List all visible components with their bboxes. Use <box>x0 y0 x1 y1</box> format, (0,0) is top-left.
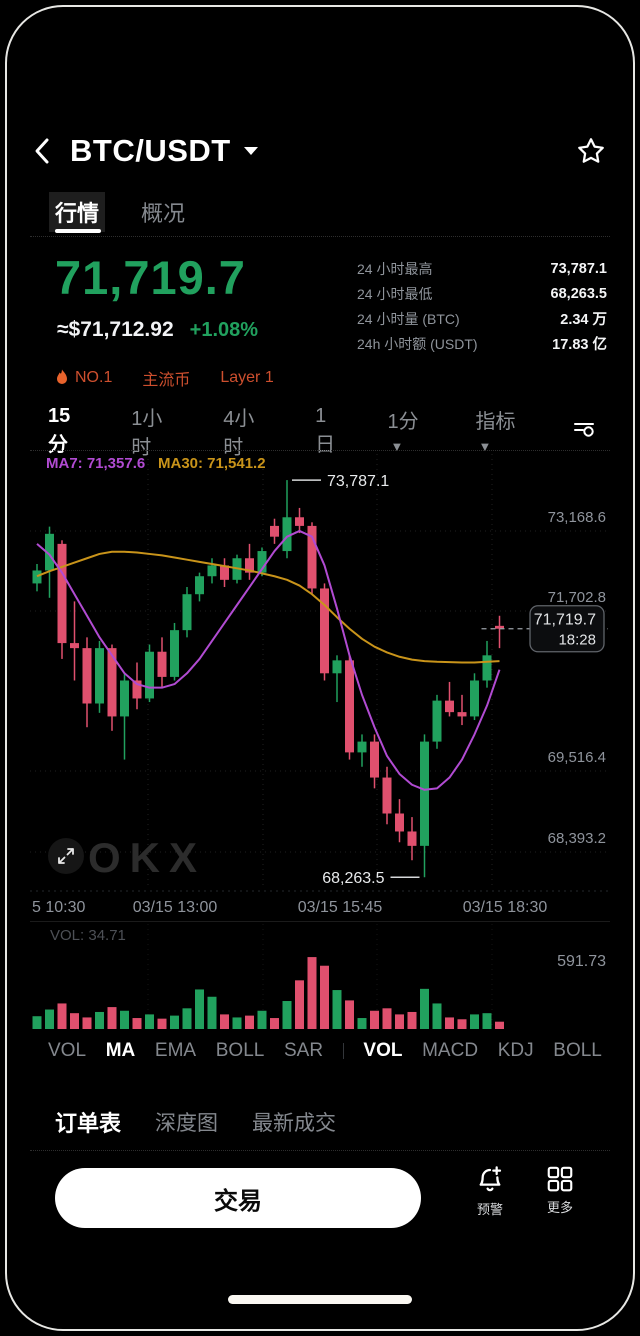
pair-title[interactable]: BTC/USDT <box>70 133 231 168</box>
indicator-tab-ma-1[interactable]: MA <box>105 1040 136 1061</box>
volume-canvas: VOL: 34.71 591.73 <box>32 924 606 1029</box>
stat-value: 73,787.1 <box>550 260 607 277</box>
order-tabs-separator <box>30 1150 610 1151</box>
timeframe-tab-2[interactable]: 4小时 <box>223 408 255 459</box>
stat-label: 24 小时量 (BTC) <box>357 310 460 327</box>
favorite-button[interactable] <box>576 136 606 166</box>
pair-dropdown[interactable] <box>243 146 259 156</box>
svg-text:73,168.6: 73,168.6 <box>548 509 606 526</box>
flame-icon <box>57 369 67 384</box>
tab-0[interactable]: 行情 <box>49 192 106 232</box>
back-chevron-icon <box>35 138 49 164</box>
fiat-price: ≈$71,712.92 <box>57 318 174 341</box>
svg-text:VOL: 34.71: VOL: 34.71 <box>50 927 126 944</box>
stat-value: 17.83 亿 <box>552 337 607 353</box>
timeframe-separator <box>30 450 610 451</box>
chevron-down-icon <box>243 147 258 155</box>
indicator-tab-boll-3[interactable]: BOLL <box>215 1040 265 1061</box>
last-price: 71,719.7 <box>55 251 246 304</box>
svg-text:18:28: 18:28 <box>558 632 596 649</box>
expand-icon <box>58 848 74 864</box>
svg-text:5 10:30: 5 10:30 <box>32 899 85 916</box>
trade-button[interactable]: 交易 <box>55 1168 421 1228</box>
stat-value: 2.34 万 <box>560 312 607 328</box>
layer-badge[interactable]: Layer 1 <box>220 369 274 386</box>
indicator-tab-kdj-8[interactable]: KDJ <box>497 1040 534 1061</box>
indicator-settings-icon <box>574 422 595 437</box>
svg-text:69,516.4: 69,516.4 <box>548 749 606 766</box>
order-tabs: 订单表 深度图 最新成交 <box>55 1106 336 1138</box>
stat-row-3: 24h 小时额 (USDT) 17.83 亿 <box>357 331 607 356</box>
stat-label: 24h 小时额 (USDT) <box>357 335 478 352</box>
header: BTC/USDT <box>34 128 606 174</box>
star-icon <box>578 138 604 163</box>
svg-text:03/15 13:00: 03/15 13:00 <box>133 899 218 916</box>
svg-text:591.73: 591.73 <box>557 953 606 970</box>
stat-row-0: 24 小时最高 73,787.1 <box>357 256 607 281</box>
indicator-tab-macd-7[interactable]: MACD <box>422 1040 479 1061</box>
sub-price-row: ≈$71,712.92 +1.08% <box>57 318 258 342</box>
stat-label: 24 小时最高 <box>357 260 433 277</box>
svg-text:73,787.1: 73,787.1 <box>327 473 389 490</box>
more-button[interactable]: 更多 <box>529 1164 591 1216</box>
indicator-tab-vol-6[interactable]: VOL <box>363 1040 403 1061</box>
rank-badge[interactable]: NO.1 <box>55 369 112 387</box>
chart-settings-button[interactable] <box>572 417 596 446</box>
badge-row: NO.1 主流币 Layer 1 <box>55 366 274 390</box>
svg-text:MA7: 71,357.6: MA7: 71,357.6 <box>46 455 145 472</box>
svg-text:68,393.2: 68,393.2 <box>548 830 606 847</box>
tab-1[interactable]: 概况 <box>141 201 186 226</box>
indicator-tab-vol-0[interactable]: VOL <box>48 1040 87 1061</box>
top-tabs: 行情 概况 <box>49 192 187 232</box>
indicator-tab-ema-2[interactable]: EMA <box>154 1040 197 1061</box>
order-tab-1[interactable]: 深度图 <box>155 1112 219 1135</box>
category-badge[interactable]: 主流币 <box>142 372 191 389</box>
stat-label: 24 小时最低 <box>357 285 433 302</box>
candlestick-chart[interactable]: 73,168.6 71,702.8 69,516.4 68,393.2 MA7: 71,… <box>30 452 610 922</box>
indicator-divider <box>342 1043 344 1059</box>
active-tab-underline <box>55 229 101 233</box>
okx-watermark: OKX <box>88 834 207 881</box>
stat-row-2: 24 小时量 (BTC) 2.34 万 <box>357 306 607 331</box>
stats-panel: 24 小时最高 73,787.1 24 小时最低 68,263.5 24 小时量 (BT… <box>357 256 607 356</box>
back-button[interactable] <box>34 134 64 168</box>
order-tab-0[interactable]: 订单表 <box>55 1111 122 1136</box>
home-indicator <box>228 1295 412 1304</box>
timeframe-row: 15分 1小时 4小时 1日 1分▼ 指标▼ <box>48 405 596 459</box>
tabs-separator <box>30 236 610 237</box>
indicator-tab-boll-9[interactable]: BOLL <box>553 1040 602 1061</box>
stat-row-1: 24 小时最低 68,263.5 <box>357 281 607 306</box>
timeframe-tab-1[interactable]: 1小时 <box>131 408 163 459</box>
indicator-tab-sar-4[interactable]: SAR <box>284 1040 324 1061</box>
svg-text:71,719.7: 71,719.7 <box>534 612 596 629</box>
chart-separator <box>30 921 610 922</box>
svg-text:71,702.8: 71,702.8 <box>548 589 606 606</box>
order-tab-2[interactable]: 最新成交 <box>252 1112 337 1135</box>
alert-button[interactable]: 预警 <box>459 1164 521 1218</box>
svg-text:03/15 18:30: 03/15 18:30 <box>463 899 548 916</box>
indicator-row: VOL MA EMA BOLL SAR VOL MACD KDJ BOLL <box>48 1040 602 1062</box>
stat-value: 68,263.5 <box>550 285 607 302</box>
more-grid-icon <box>547 1166 573 1192</box>
svg-text:68,263.5: 68,263.5 <box>322 870 384 887</box>
chart-canvas[interactable]: 73,168.6 71,702.8 69,516.4 68,393.2 MA7: 71,… <box>30 452 610 922</box>
price-change: +1.08% <box>189 319 259 341</box>
volume-pane[interactable]: VOL: 34.71 591.73 <box>30 924 610 1040</box>
svg-text:MA30: 71,541.2: MA30: 71,541.2 <box>158 455 266 472</box>
expand-chart-button[interactable] <box>48 838 84 874</box>
svg-text:03/15 15:45: 03/15 15:45 <box>298 899 383 916</box>
alert-bell-icon <box>479 1166 502 1192</box>
